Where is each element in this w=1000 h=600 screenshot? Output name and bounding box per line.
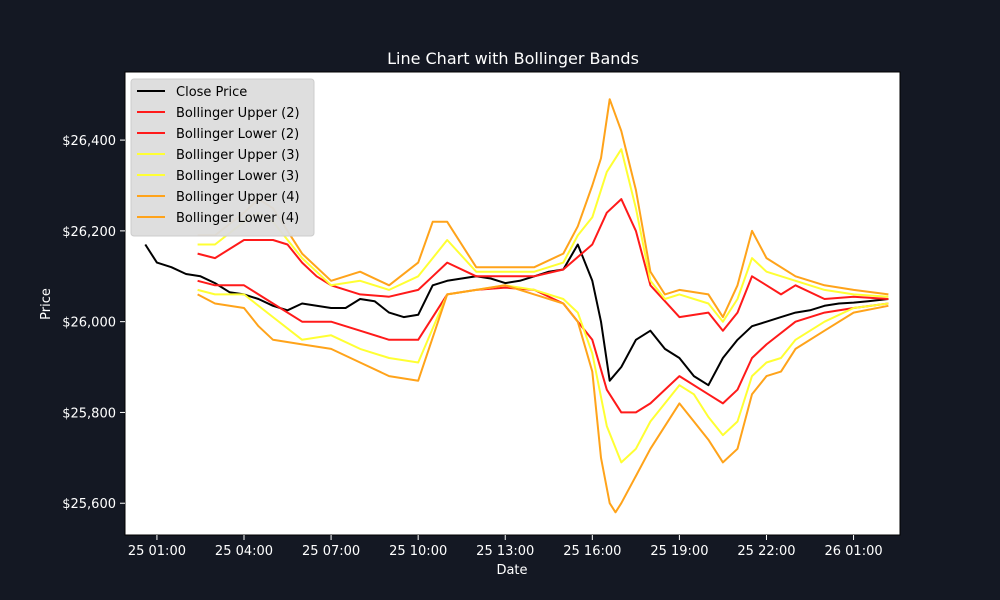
legend-label-bollinger-upper-2: Bollinger Upper (2) [176,106,300,121]
y-tick-label: $26,200 [62,225,116,240]
x-tick-label: 25 16:00 [563,544,621,559]
legend: Close Price Bollinger Upper (2) Bollinger … [130,78,315,237]
chart-title: Line Chart with Bollinger Bands [387,49,639,68]
x-tick-label: 25 10:00 [389,544,447,559]
y-tick-label: $25,800 [62,406,116,421]
x-axis-label: Date [496,563,527,578]
y-tick-label: $26,400 [62,134,116,149]
legend-label-bollinger-lower-2: Bollinger Lower (2) [176,127,299,142]
legend-label-bollinger-upper-3: Bollinger Upper (3) [176,148,300,163]
legend-label-bollinger-lower-3: Bollinger Lower (3) [176,169,299,184]
series-line-bollinger-upper-3 [197,148,889,323]
legend-label-close-price: Close Price [176,85,247,100]
legend-label-bollinger-upper-4: Bollinger Upper (4) [176,190,300,205]
y-axis-label: Price [39,288,54,320]
series-line-bollinger-lower-3 [197,284,889,464]
x-tick-label: 26 01:00 [824,544,882,559]
series-group [144,98,889,514]
x-tick-label: 25 22:00 [737,544,795,559]
y-tick-label: $26,000 [62,316,116,331]
x-tick-label: 25 19:00 [650,544,708,559]
series-line-close-price [144,243,889,387]
legend-label-bollinger-lower-4: Bollinger Lower (4) [176,211,299,226]
series-line-bollinger-lower-2 [197,279,889,414]
series-line-bollinger-upper-4 [197,98,889,319]
x-tick-label: 25 07:00 [302,544,360,559]
x-tick-label: 25 01:00 [128,544,186,559]
x-tick-label: 25 04:00 [215,544,273,559]
legend-box [130,78,315,237]
series-line-bollinger-lower-4 [197,284,889,514]
x-axis: 25 01:00 25 04:00 25 07:00 25 10:00 25 13:00… [128,535,883,559]
x-tick-label: 25 13:00 [476,544,534,559]
series-line-bollinger-upper-2 [197,198,889,332]
y-axis: $25,600 $25,800 $26,000 $26,200 $26,400 [62,134,125,512]
y-tick-label: $25,600 [62,497,116,512]
